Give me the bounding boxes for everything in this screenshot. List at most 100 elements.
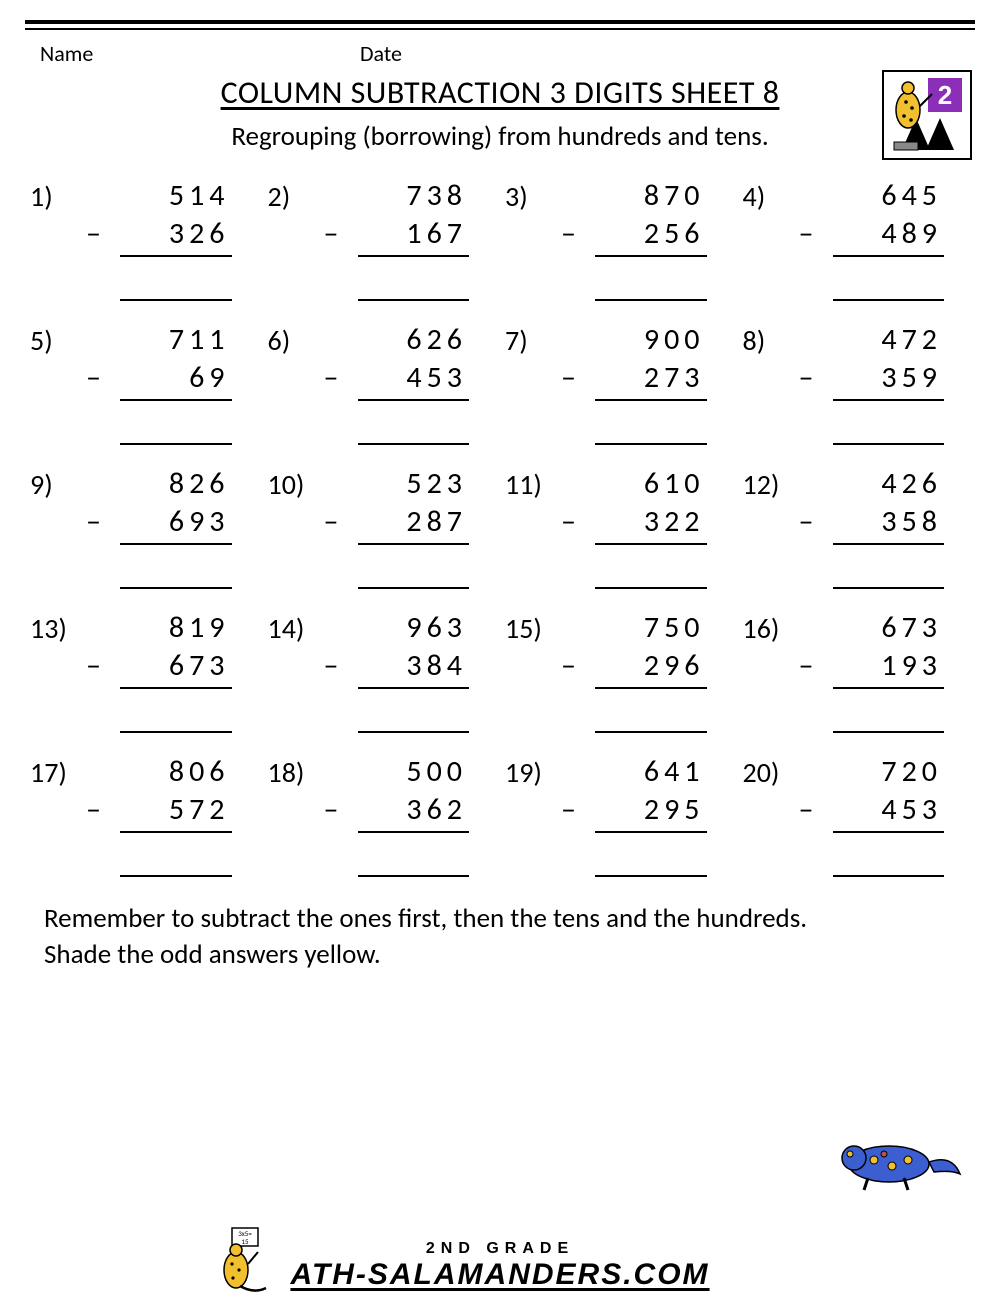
instruction-line: Shade the odd answers yellow. — [44, 937, 956, 973]
problem: 11)610–322 — [505, 465, 733, 589]
answer-space — [86, 401, 258, 441]
minuend: 610 — [595, 465, 733, 502]
problem-rule — [833, 443, 945, 445]
minuend: 720 — [833, 753, 971, 790]
subtrahend: 359 — [833, 359, 971, 396]
grade-logo-icon: 2 — [882, 70, 972, 160]
salamander-icon — [834, 1124, 964, 1194]
worksheet-title: COLUMN SUBTRACTION 3 DIGITS SHEET 8 — [0, 73, 1000, 112]
svg-text:2: 2 — [938, 80, 952, 110]
footer-site: ATH-SALAMANDERS.COM — [290, 1258, 709, 1291]
problem: 6)626–453 — [268, 321, 496, 445]
minuend: 826 — [120, 465, 258, 502]
problem-body: 626–453 — [320, 321, 496, 445]
minus-sign: – — [561, 503, 595, 540]
footer-grade: 2ND GRADE — [0, 1240, 1000, 1258]
svg-text:15: 15 — [241, 1237, 249, 1246]
minuend: 645 — [833, 177, 971, 214]
top-border-rules — [25, 20, 975, 30]
problem-body: 645–489 — [795, 177, 971, 301]
problem-rule — [833, 587, 945, 589]
minus-sign: – — [86, 647, 120, 684]
minus-sign: – — [324, 359, 358, 396]
answer-space — [324, 257, 496, 297]
minuend: 673 — [833, 609, 971, 646]
problem-body: 673–193 — [795, 609, 971, 733]
problem-number: 6) — [268, 321, 320, 445]
minuend: 500 — [358, 753, 496, 790]
problem-rule — [120, 875, 232, 877]
minuend: 641 — [595, 753, 733, 790]
subtrahend: 384 — [358, 647, 496, 684]
problem-number: 12) — [743, 465, 795, 589]
problem-body: 500–362 — [320, 753, 496, 877]
problem-rule — [120, 587, 232, 589]
subtrahend: 256 — [595, 215, 733, 252]
subtrahend: 362 — [358, 791, 496, 828]
title-block: COLUMN SUBTRACTION 3 DIGITS SHEET 8 Regr… — [0, 73, 1000, 153]
minus-sign: – — [561, 359, 595, 396]
answer-space — [86, 689, 258, 729]
minus-sign: – — [561, 647, 595, 684]
worksheet-subtitle: Regrouping (borrowing) from hundreds and… — [0, 120, 1000, 153]
footer: 2ND GRADE ATH-SALAMANDERS.COM — [0, 1240, 1000, 1292]
subtrahend: 693 — [120, 503, 258, 540]
minuend: 514 — [120, 177, 258, 214]
subtrahend: 193 — [833, 647, 971, 684]
problem: 5)711–69 — [30, 321, 258, 445]
problem-number: 15) — [505, 609, 557, 733]
problem: 18)500–362 — [268, 753, 496, 877]
answer-space — [86, 257, 258, 297]
problem: 7) 900–273 — [505, 321, 733, 445]
problem-rule — [833, 731, 945, 733]
subtrahend: 69 — [120, 359, 258, 396]
problem-body: 514–326 — [82, 177, 258, 301]
problem-body: 610–322 — [557, 465, 733, 589]
minus-sign: – — [324, 215, 358, 252]
problem-body: 806–572 — [82, 753, 258, 877]
problem: 15)750–296 — [505, 609, 733, 733]
minuend: 963 — [358, 609, 496, 646]
problem-number: 9) — [30, 465, 82, 589]
problem-number: 17) — [30, 753, 82, 877]
problem: 8)472–359 — [743, 321, 971, 445]
problem: 12)426–358 — [743, 465, 971, 589]
minus-sign: – — [561, 215, 595, 252]
problems-grid: 1)514–3262)738–1673)870–2564)645–4895)71… — [30, 177, 970, 877]
answer-space — [799, 833, 971, 873]
problem-number: 7) — [505, 321, 557, 445]
minus-sign: – — [561, 791, 595, 828]
problem-body: 641–295 — [557, 753, 733, 877]
problem-rule — [595, 587, 707, 589]
subtrahend: 296 — [595, 647, 733, 684]
problem: 9) 826–693 — [30, 465, 258, 589]
answer-space — [799, 257, 971, 297]
answer-space — [561, 545, 733, 585]
subtrahend: 273 — [595, 359, 733, 396]
problem: 3) 870–256 — [505, 177, 733, 301]
problem: 1)514–326 — [30, 177, 258, 301]
problem-rule — [120, 299, 232, 301]
minus-sign: – — [86, 503, 120, 540]
minuend: 900 — [595, 321, 733, 358]
problem-rule — [358, 587, 470, 589]
problem-rule — [833, 875, 945, 877]
problem-number: 3) — [505, 177, 557, 301]
minuend: 472 — [833, 321, 971, 358]
minus-sign: – — [799, 791, 833, 828]
problem-number: 19) — [505, 753, 557, 877]
answer-space — [324, 689, 496, 729]
subtrahend: 489 — [833, 215, 971, 252]
minuend: 870 — [595, 177, 733, 214]
answer-space — [799, 401, 971, 441]
minus-sign: – — [799, 647, 833, 684]
problem-body: 720–453 — [795, 753, 971, 877]
subtrahend: 295 — [595, 791, 733, 828]
problem-body: 711–69 — [82, 321, 258, 445]
problem-number: 20) — [743, 753, 795, 877]
minuend: 626 — [358, 321, 496, 358]
problem-body: 963–384 — [320, 609, 496, 733]
problem-number: 2) — [268, 177, 320, 301]
problem-body: 750–296 — [557, 609, 733, 733]
minus-sign: – — [324, 647, 358, 684]
